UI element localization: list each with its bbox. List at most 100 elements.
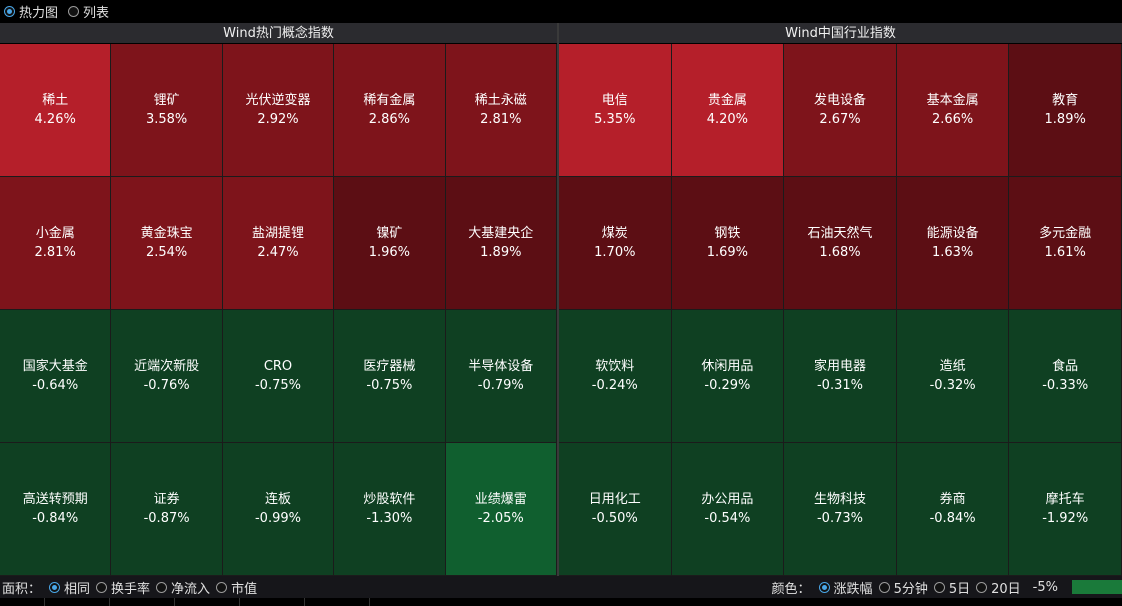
heatmap-cell[interactable]: 教育 1.89% <box>1009 44 1122 177</box>
heatmap-cell[interactable]: 钢铁 1.69% <box>671 177 785 310</box>
heatmap-cell[interactable]: 基本金属 2.66% <box>896 44 1010 177</box>
heatmap-cell[interactable]: 办公用品 -0.54% <box>671 443 785 576</box>
cell-name: 半导体设备 <box>468 359 534 374</box>
cell-value: 2.92% <box>257 112 299 127</box>
cell-value: -0.75% <box>254 378 301 393</box>
radio-button-icon[interactable] <box>49 581 61 593</box>
radio-button-icon[interactable] <box>976 581 988 593</box>
heatmap-cell[interactable]: CRO -0.75% <box>222 310 335 443</box>
cell-name: 证券 <box>153 492 180 507</box>
heatmap-cell[interactable]: 食品 -0.33% <box>1009 310 1122 443</box>
heatmap-cell[interactable]: 日用化工 -0.50% <box>559 443 672 576</box>
panel-divider[interactable] <box>557 23 559 576</box>
cell-value: -0.33% <box>1042 378 1089 393</box>
heatmap-cell[interactable]: 稀土永磁 2.81% <box>445 44 557 177</box>
cell-name: 软饮料 <box>595 359 635 374</box>
view-option-1[interactable]: 列表 <box>68 2 109 21</box>
heatmap-cell[interactable]: 家用电器 -0.31% <box>784 310 897 443</box>
cell-name: 连板 <box>264 492 291 507</box>
heatmap-cell[interactable]: 大基建央企 1.89% <box>445 177 557 310</box>
heatmap-cell[interactable]: 业绩爆雷 -2.05% <box>445 443 557 576</box>
heatmap-cell[interactable]: 锂矿 3.58% <box>111 44 223 177</box>
heatmap-cell[interactable]: 光伏逆变器 2.92% <box>222 44 335 177</box>
cell-name: CRO <box>263 359 293 374</box>
heatmap-cell[interactable]: 半导体设备 -0.79% <box>445 310 557 443</box>
radio-button-icon[interactable] <box>156 581 168 593</box>
color-option-1[interactable]: 5分钟 <box>878 578 928 597</box>
heatmap-cell[interactable]: 发电设备 2.67% <box>784 44 897 177</box>
radio-button-icon[interactable] <box>216 581 228 593</box>
heatmap-cell[interactable]: 煤炭 1.70% <box>559 177 672 310</box>
cell-value: 1.61% <box>1044 245 1086 260</box>
cell-value: -0.24% <box>591 378 638 393</box>
heatmap-cell[interactable]: 高送转预期 -0.84% <box>0 443 112 576</box>
cell-name: 券商 <box>939 492 966 507</box>
cell-name: 日用化工 <box>588 492 641 507</box>
cell-value: -0.50% <box>591 511 638 526</box>
area-option-label: 净流入 <box>171 581 211 597</box>
heatmap-cell[interactable]: 近端次新股 -0.76% <box>111 310 223 443</box>
heatmap-cell[interactable]: 造纸 -0.32% <box>896 310 1010 443</box>
cell-value: 2.47% <box>257 245 299 260</box>
scale-min-label: -5% <box>1032 579 1058 595</box>
area-options: 面积： 相同 换手率 净流入 市值 <box>2 578 257 597</box>
cell-value: -2.05% <box>477 511 524 526</box>
area-option-2[interactable]: 净流入 <box>156 578 210 597</box>
cell-name: 小金属 <box>35 226 75 241</box>
heatmap-cell[interactable]: 盐湖提锂 2.47% <box>222 177 335 310</box>
radio-button-icon[interactable] <box>4 5 15 17</box>
heatmap-cell[interactable]: 软饮料 -0.24% <box>559 310 672 443</box>
color-option-3[interactable]: 20日 <box>976 578 1021 597</box>
cell-name: 医疗器械 <box>363 359 416 374</box>
heatmap-cell[interactable]: 稀有金属 2.86% <box>334 44 446 177</box>
cell-name: 多元金融 <box>1039 226 1092 241</box>
heatmap-cell[interactable]: 电信 5.35% <box>559 44 672 177</box>
radio-button-icon[interactable] <box>68 5 80 17</box>
cell-value: 2.81% <box>480 112 522 127</box>
cell-name: 业绩爆雷 <box>474 492 527 507</box>
heatmap-cell[interactable]: 炒股软件 -1.30% <box>334 443 446 576</box>
area-option-0[interactable]: 相同 <box>49 578 90 597</box>
heatmap-cell[interactable]: 稀土 4.26% <box>0 44 112 177</box>
heatmap-cell[interactable]: 国家大基金 -0.64% <box>0 310 112 443</box>
view-option-0[interactable]: 热力图 <box>4 2 58 21</box>
heatmap-cell[interactable]: 证券 -0.87% <box>111 443 223 576</box>
cell-value: 3.58% <box>145 112 188 127</box>
heatmap-cell[interactable]: 黄金珠宝 2.54% <box>111 177 223 310</box>
cell-value: 4.26% <box>34 112 76 127</box>
cell-name: 高送转预期 <box>22 492 88 507</box>
heatmap-cell[interactable]: 多元金融 1.61% <box>1009 177 1122 310</box>
color-option-0[interactable]: 涨跌幅 <box>818 578 873 597</box>
color-option-label: 5日 <box>948 581 971 597</box>
industry-index-panel: Wind中国行业指数 电信 5.35% 贵金属 4.20% 发电设备 2.67% 基本金属 2… <box>559 23 1122 576</box>
heatmap-cell[interactable]: 石油天然气 1.68% <box>784 177 897 310</box>
heatmap-cell[interactable]: 贵金属 4.20% <box>671 44 785 177</box>
area-option-1[interactable]: 换手率 <box>96 578 150 597</box>
cell-value: -1.92% <box>1042 511 1089 526</box>
heatmap-cell[interactable]: 连板 -0.99% <box>222 443 335 576</box>
area-option-label: 市值 <box>231 581 258 597</box>
heatmap-cell[interactable]: 医疗器械 -0.75% <box>334 310 446 443</box>
cell-value: -0.76% <box>143 378 190 393</box>
heatmap-cell[interactable]: 生物科技 -0.73% <box>784 443 897 576</box>
cell-value: 1.89% <box>1044 112 1086 127</box>
panel-title: Wind热门概念指数 <box>0 23 557 44</box>
radio-button-icon[interactable] <box>818 581 830 593</box>
heatmap-cell[interactable]: 能源设备 1.63% <box>896 177 1010 310</box>
heatmap-cell[interactable]: 券商 -0.84% <box>896 443 1010 576</box>
options-bar: 面积： 相同 换手率 净流入 市值 颜色： 涨跌幅 5分钟 5日 20日 -5% <box>0 576 1122 598</box>
heatmap-cell[interactable]: 摩托车 -1.92% <box>1009 443 1122 576</box>
color-option-2[interactable]: 5日 <box>933 578 971 597</box>
area-option-3[interactable]: 市值 <box>216 578 257 597</box>
cell-value: -0.84% <box>32 511 79 526</box>
color-option-label: 涨跌幅 <box>833 581 873 597</box>
heatmap-cell[interactable]: 小金属 2.81% <box>0 177 112 310</box>
cell-name: 光伏逆变器 <box>245 93 311 108</box>
radio-button-icon[interactable] <box>878 581 890 593</box>
heatmap-cell[interactable]: 镍矿 1.96% <box>334 177 446 310</box>
cell-name: 盐湖提锂 <box>251 226 304 241</box>
heatmap-cell[interactable]: 休闲用品 -0.29% <box>671 310 785 443</box>
radio-button-icon[interactable] <box>933 581 945 593</box>
radio-button-icon[interactable] <box>96 581 108 593</box>
color-option-label: 5分钟 <box>893 581 928 597</box>
